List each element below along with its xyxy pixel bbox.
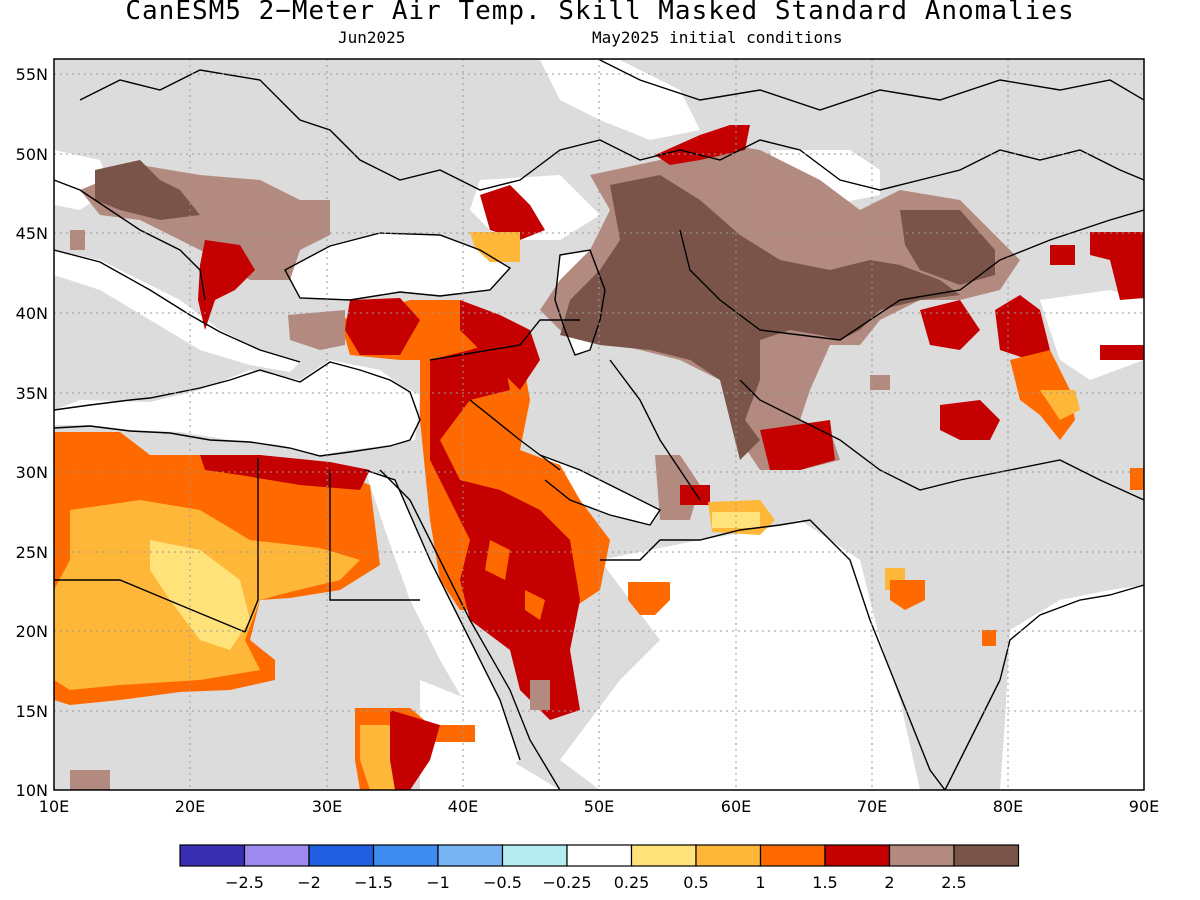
lon-tick-label: 50E [584,797,614,816]
lat-tick-label: 15N [16,702,48,721]
forecast-month: Jun2025 [338,28,406,47]
colorbar-label: 2.5 [941,873,966,892]
coastlines [54,59,1144,790]
lat-tick-label: 35N [16,384,48,403]
colorbar-swatch [888,844,955,867]
colorbar-label: −2.5 [225,873,264,892]
lon-tick-label: 10E [39,797,69,816]
initial-conditions: May2025 initial conditions [592,28,843,47]
lon-tick-label: 40E [448,797,478,816]
colorbar-label: 2 [884,873,894,892]
colorbar-swatch [243,844,310,867]
colorbar-label: −0.25 [542,873,591,892]
lon-tick-label: 80E [993,797,1023,816]
colorbar-swatch [501,844,568,867]
lon-tick-label: 30E [312,797,342,816]
lat-tick-label: 30N [16,463,48,482]
colorbar: −2.5 −2 −1.5 −1 −0.5 −0.25 0.25 0.5 1 1.5 2 2.5 [179,844,1020,892]
lat-tick-label: 25N [16,543,48,562]
lon-tick-label: 60E [721,797,751,816]
lat-tick-label: 50N [16,145,48,164]
map-plot-area [54,59,1144,790]
lat-tick-label: 55N [16,65,48,84]
colorbar-swatch [308,844,375,867]
lat-tick-label: 10N [16,781,48,800]
colorbar-swatch [695,844,762,867]
colorbar-label: 0.25 [614,873,650,892]
colorbar-label: 1 [755,873,765,892]
colorbar-swatch [179,844,246,867]
colorbar-swatch [824,844,891,867]
colorbar-swatch [372,844,439,867]
colorbar-label: −0.5 [483,873,522,892]
colorbar-label: −1.5 [354,873,393,892]
colorbar-swatch [437,844,504,867]
lon-tick-label: 20E [175,797,205,816]
lat-tick-label: 20N [16,622,48,641]
colorbar-swatch [566,844,633,867]
lon-tick-label: 90E [1129,797,1159,816]
lat-tick-label: 45N [16,224,48,243]
map-title: CanESM5 2−Meter Air Temp. Skill Masked S… [125,0,1075,26]
lon-tick-label: 70E [857,797,887,816]
anomaly-patches [54,125,1144,790]
lat-tick-label: 40N [16,304,48,323]
lat-axis: 55N 50N 45N 40N 35N 30N 25N 20N 15N 10N [16,65,48,800]
colorbar-swatch [953,844,1020,867]
lat-lon-grid [54,59,1144,790]
colorbar-label: −1 [426,873,450,892]
lon-axis: 10E 20E 30E 40E 50E 60E 70E 80E 90E [39,797,1159,816]
map-frame [53,58,1145,791]
colorbar-label: −2 [297,873,321,892]
colorbar-label: 1.5 [812,873,837,892]
colorbar-swatch [759,844,826,867]
colorbar-swatch [630,844,697,867]
colorbar-label: 0.5 [683,873,708,892]
